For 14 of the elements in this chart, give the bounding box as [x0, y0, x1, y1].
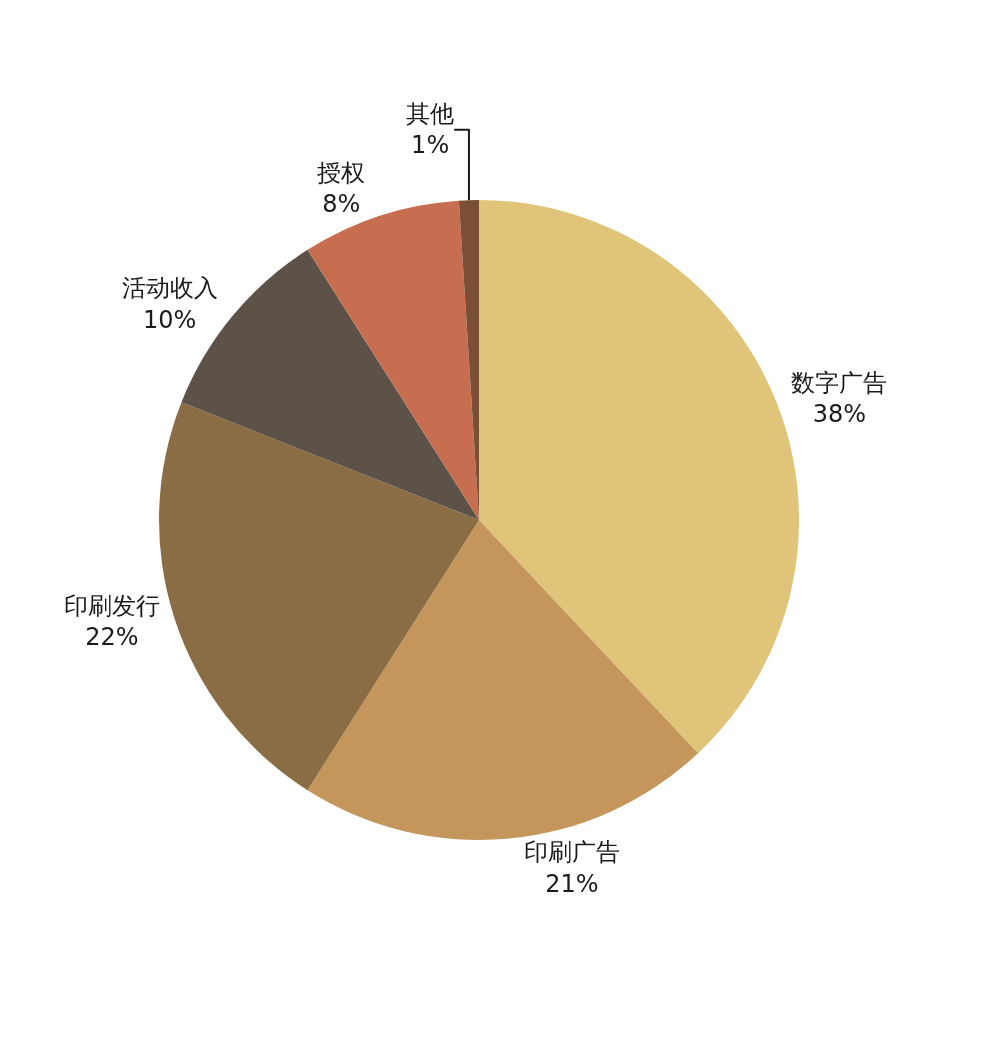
data-label: 8% [322, 190, 361, 219]
data-label: 21% [545, 869, 599, 898]
slice-label: 印刷广告 [523, 838, 620, 867]
data-label: 10% [142, 305, 197, 334]
slice-label: 印刷发行 [63, 592, 160, 621]
data-label: 1% [411, 131, 450, 160]
slice-label: 活动收入 [121, 274, 218, 303]
data-label: 38% [812, 399, 866, 428]
slice-label: 数字广告 [791, 368, 888, 397]
pie-slice [159, 402, 479, 791]
data-label: 22% [85, 623, 139, 652]
slice-label: 其他 [406, 100, 455, 129]
pie-slice [307, 520, 699, 840]
slice-label: 授权 [317, 159, 366, 188]
